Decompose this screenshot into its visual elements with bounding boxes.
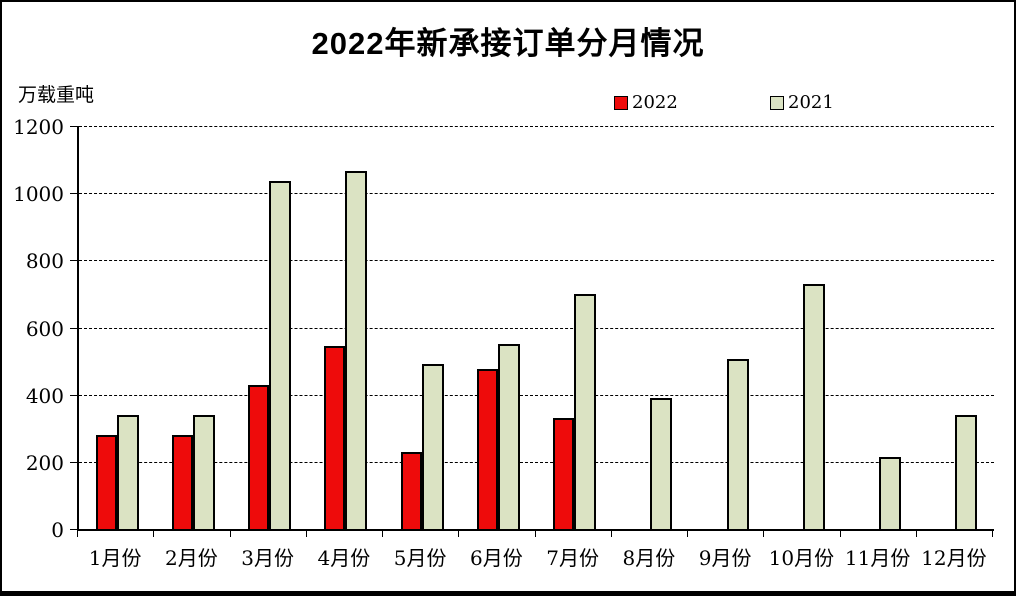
bar-2021-10月份 — [802, 283, 825, 529]
x-label-3月份: 3月份 — [241, 546, 294, 570]
y-tick-label-0: 0 — [51, 518, 64, 542]
x-label-12月份: 12月份 — [921, 546, 987, 570]
bar-2022-2月份 — [171, 434, 193, 529]
x-label-8月份: 8月份 — [622, 546, 676, 570]
x-tick-9 — [763, 531, 765, 537]
bar-2021-8月份 — [650, 398, 673, 529]
bar-2022-5月份 — [400, 451, 422, 529]
y-tick-label-800: 800 — [25, 249, 64, 274]
x-tick-1 — [153, 531, 155, 537]
y-tick-0 — [70, 529, 77, 530]
legend-item-2021: 2021 — [770, 92, 834, 113]
bar-2022-1月份 — [95, 434, 117, 529]
bar-2022-7月份 — [553, 418, 575, 529]
bar-2021-3月份 — [269, 181, 292, 529]
gridline-200 — [79, 461, 994, 463]
legend-swatch-2022-icon — [614, 95, 628, 110]
legend-label-2021: 2021 — [788, 92, 834, 113]
x-label-6月份: 6月份 — [470, 546, 523, 570]
x-tick-3 — [305, 531, 307, 537]
plot-area — [77, 126, 994, 531]
x-tick-4 — [382, 531, 383, 537]
x-label-7月份: 7月份 — [546, 546, 599, 570]
x-label-1月份: 1月份 — [88, 546, 142, 570]
x-tick-8 — [687, 531, 688, 537]
x-label-4月份: 4月份 — [317, 546, 371, 570]
y-tick-400 — [70, 394, 77, 396]
x-tick-6 — [534, 531, 536, 537]
bar-2021-1月份 — [116, 414, 139, 529]
x-label-9月份: 9月份 — [698, 546, 752, 570]
bar-2022-6月份 — [476, 369, 498, 529]
y-tick-1200 — [70, 126, 77, 127]
x-tick-12 — [992, 531, 993, 537]
x-label-11月份: 11月份 — [844, 546, 911, 570]
y-tick-600 — [70, 327, 77, 329]
gridline-800 — [79, 260, 994, 262]
y-tick-label-400: 400 — [25, 383, 64, 408]
legend-swatch-2021-icon — [770, 95, 784, 110]
y-axis-unit-label: 万载重吨 — [18, 84, 95, 106]
bar-2022-3月份 — [248, 384, 270, 529]
legend-label-2022: 2022 — [632, 92, 678, 113]
y-tick-label-200: 200 — [25, 450, 64, 475]
bar-2021-5月份 — [421, 364, 444, 529]
x-label-5月份: 5月份 — [393, 546, 447, 570]
gridline-1000 — [79, 193, 994, 195]
bar-2021-11月份 — [879, 456, 902, 529]
x-tick-0 — [77, 531, 78, 537]
bar-2021-4月份 — [345, 171, 368, 529]
y-tick-1000 — [70, 193, 77, 195]
chart-title: 2022年新承接订单分月情况 — [311, 26, 705, 61]
x-tick-11 — [915, 531, 917, 537]
x-tick-7 — [610, 531, 612, 537]
x-tick-2 — [229, 531, 231, 537]
x-label-2月份: 2月份 — [165, 546, 218, 570]
gridline-600 — [79, 327, 994, 329]
bar-2021-6月份 — [497, 344, 520, 529]
y-tick-label-600: 600 — [25, 316, 64, 341]
bar-2021-7月份 — [574, 293, 597, 529]
bar-2022-4月份 — [324, 345, 346, 529]
gridline-1200 — [79, 126, 994, 127]
x-label-10月份: 10月份 — [768, 546, 835, 570]
y-tick-label-1000: 1000 — [13, 182, 64, 207]
y-tick-200 — [70, 461, 77, 463]
bar-2021-9月份 — [726, 359, 749, 529]
y-tick-label-1200: 1200 — [13, 115, 64, 139]
x-tick-10 — [839, 531, 841, 537]
y-tick-800 — [70, 260, 77, 262]
gridline-400 — [79, 394, 994, 396]
bar-2021-12月份 — [955, 414, 978, 529]
x-tick-5 — [458, 531, 460, 537]
legend-item-2022: 2022 — [614, 92, 678, 113]
bar-2021-2月份 — [192, 414, 215, 529]
